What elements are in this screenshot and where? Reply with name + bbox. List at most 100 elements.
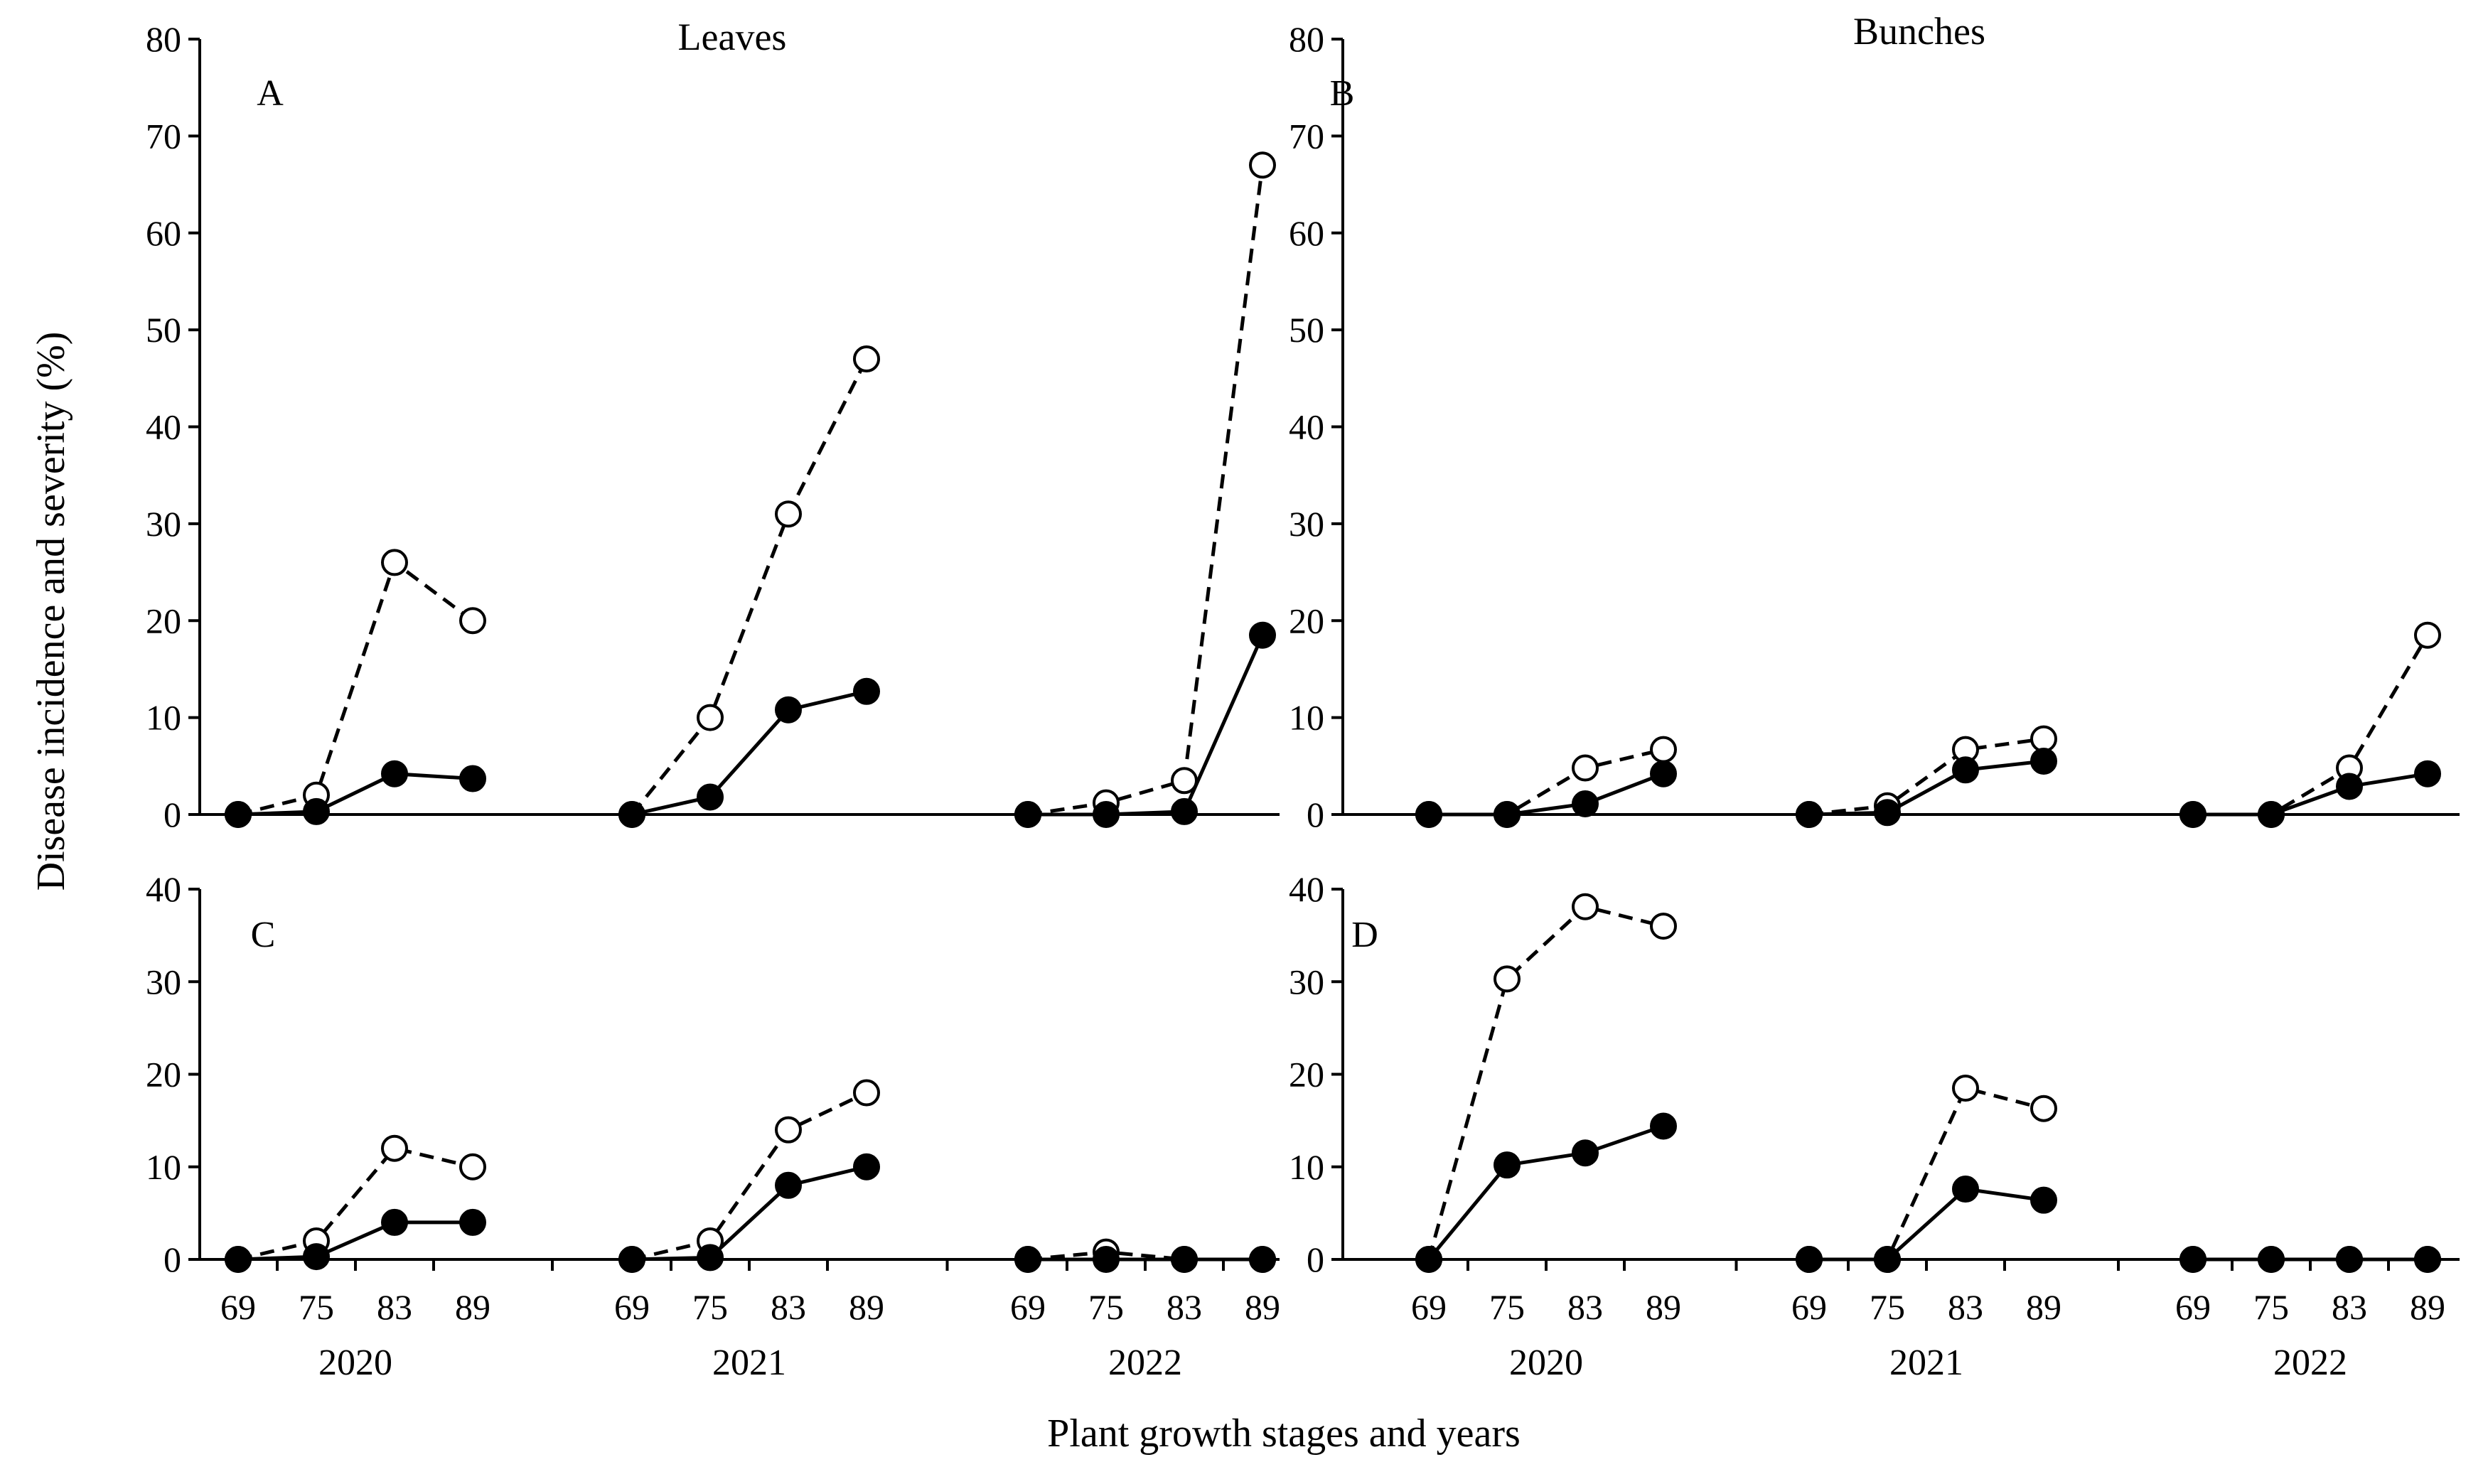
x-stage-label: 69 — [614, 1287, 650, 1327]
x-year-label: 2022 — [2273, 1343, 2347, 1383]
severity-point — [2030, 747, 2057, 775]
y-tick-label: 60 — [1289, 213, 1324, 253]
severity-point — [2179, 801, 2207, 828]
severity-point — [1093, 1246, 1120, 1273]
severity-line — [1429, 772, 1664, 817]
x-stage-label: 89 — [1646, 1287, 1681, 1327]
severity-point — [2179, 1246, 2207, 1273]
y-tick-label: 80 — [146, 19, 181, 59]
x-stage-label: 89 — [1245, 1287, 1280, 1327]
severity-point — [697, 1244, 724, 1271]
incidence-point — [853, 1079, 880, 1107]
x-stage-label: 75 — [1088, 1287, 1124, 1327]
incidence-point — [1171, 767, 1198, 795]
panel-b: 0 10 20 30 40 50 60 70 80B — [1289, 19, 2460, 834]
severity-point — [697, 783, 724, 811]
x-axis-title: Plant growth stages and years — [1047, 1412, 1521, 1456]
severity-point — [2336, 1246, 2363, 1273]
severity-point — [1650, 1112, 1677, 1140]
y-tick-label: 30 — [146, 962, 181, 1001]
severity-point — [775, 1171, 802, 1199]
severity-point — [1415, 1246, 1442, 1273]
severity-point — [2030, 1186, 2057, 1214]
y-tick-label: 10 — [1289, 1147, 1324, 1187]
incidence-line — [1429, 748, 1664, 817]
y-tick-label: 50 — [146, 310, 181, 350]
panel-a: 0 10 20 30 40 50 60 70 80 A — [146, 19, 1280, 834]
severity-point — [853, 677, 880, 705]
x-stage-label: 69 — [1411, 1287, 1447, 1327]
panel-letter: A — [257, 73, 284, 114]
x-year-label: 2020 — [318, 1343, 392, 1383]
column-title-bunches: Bunches — [1853, 10, 1985, 53]
incidence-point — [459, 1153, 486, 1181]
x-stage-label: 75 — [1489, 1287, 1525, 1327]
severity-point — [618, 1246, 645, 1273]
incidence-point — [1952, 1075, 1979, 1102]
severity-line — [1809, 1187, 2044, 1262]
x-year-label: 2020 — [1509, 1343, 1583, 1383]
severity-line — [1808, 759, 2044, 817]
x-stage-label: 83 — [771, 1287, 806, 1327]
severity-point — [1572, 790, 1599, 817]
severity-point — [853, 1153, 880, 1181]
severity-point — [1093, 801, 1120, 828]
severity-point — [2336, 773, 2363, 800]
x-year-label: 2022 — [1108, 1343, 1182, 1383]
incidence-point — [853, 345, 880, 373]
y-tick-label: 20 — [1289, 601, 1324, 640]
severity-line — [1028, 634, 1265, 817]
incidence-point — [381, 549, 408, 576]
incidence-point — [2414, 621, 2441, 649]
severity-point — [1796, 1246, 1823, 1273]
x-stage-label: 83 — [1167, 1287, 1202, 1327]
severity-point — [1952, 1176, 1979, 1203]
column-title-leaves: Leaves — [678, 16, 787, 58]
x-stage-label: 83 — [377, 1287, 412, 1327]
y-tick-label: 40 — [1289, 869, 1324, 909]
severity-point — [1014, 1246, 1041, 1273]
severity-point — [1249, 1246, 1276, 1273]
severity-point — [459, 765, 486, 792]
severity-point — [1874, 799, 1901, 827]
incidence-point — [2030, 725, 2057, 753]
severity-point — [2414, 760, 2441, 787]
y-tick-label: 0 — [1307, 1240, 1324, 1279]
severity-point — [459, 1208, 486, 1236]
severity-point — [225, 1246, 252, 1273]
incidence-line — [631, 357, 869, 816]
incidence-point — [775, 500, 802, 528]
x-stage-label: 89 — [2410, 1287, 2445, 1327]
y-tick-label: 40 — [146, 869, 181, 909]
incidence-line — [1808, 737, 2044, 817]
panel-letter: C — [251, 915, 276, 955]
y-tick-label: 20 — [146, 601, 181, 640]
panel-letter: D — [1351, 915, 1378, 955]
x-stage-label: 69 — [2175, 1287, 2211, 1327]
y-tick-label: 60 — [146, 213, 181, 253]
panel-d: 0 10 20 30 40 69 75 83 89 2020 69 75 83 89 2021 69 75 83 8… — [1289, 869, 2460, 1383]
y-tick-label: 30 — [1289, 962, 1324, 1001]
y-tick-label: 20 — [146, 1055, 181, 1095]
x-stage-label: 83 — [1567, 1287, 1603, 1327]
severity-line — [237, 772, 473, 817]
severity-line — [237, 1220, 473, 1262]
incidence-point — [1650, 736, 1677, 763]
severity-point — [2258, 801, 2285, 828]
incidence-point — [1650, 913, 1677, 940]
incidence-point — [1572, 754, 1599, 782]
y-tick-label: 40 — [146, 407, 181, 447]
y-tick-label: 70 — [146, 116, 181, 156]
severity-point — [775, 696, 802, 724]
severity-point — [303, 1243, 330, 1271]
x-stage-label: 89 — [849, 1287, 884, 1327]
incidence-point — [697, 704, 724, 731]
incidence-line — [237, 1146, 473, 1262]
x-stage-label: 75 — [299, 1287, 334, 1327]
incidence-line — [2193, 634, 2430, 817]
x-year-label: 2021 — [1889, 1343, 1963, 1383]
severity-point — [1952, 756, 1979, 784]
severity-line — [631, 1165, 867, 1262]
x-stage-label: 75 — [2253, 1287, 2289, 1327]
